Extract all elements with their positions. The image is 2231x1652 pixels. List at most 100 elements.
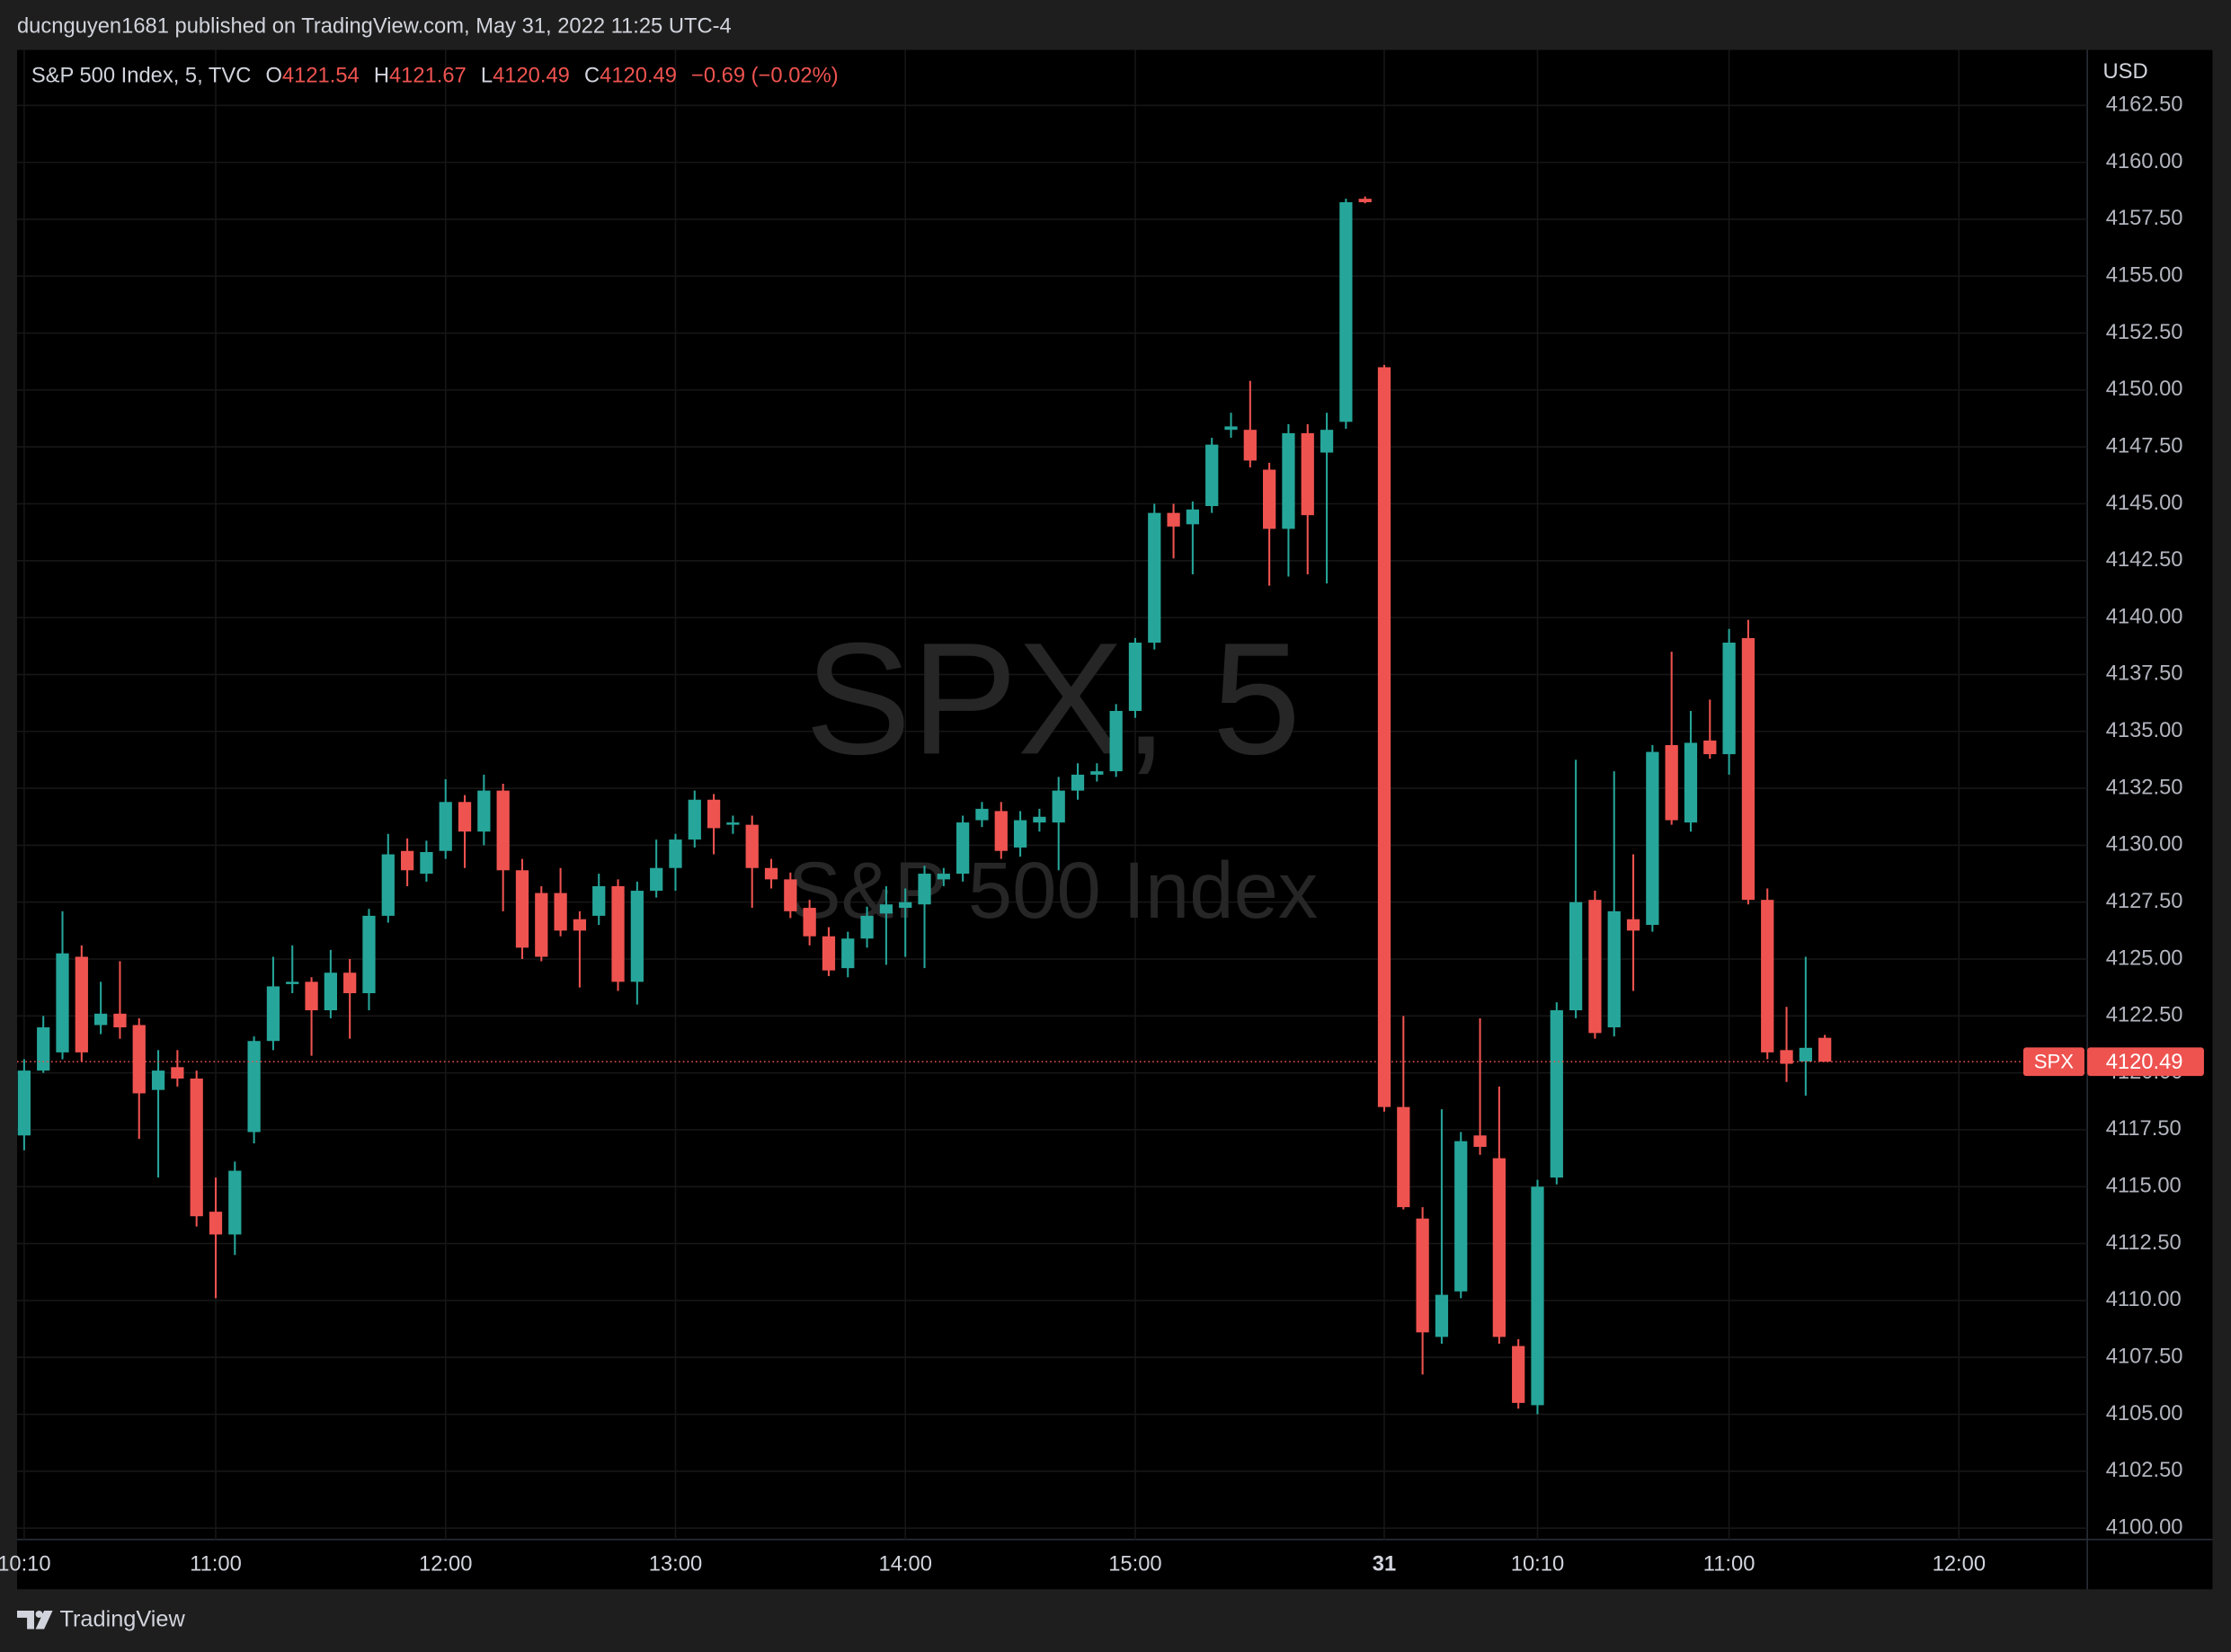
logo-mark: [35, 1610, 53, 1630]
y-tick-label: 4140.00: [2106, 605, 2183, 628]
logo-mark: [16, 1610, 34, 1630]
y-tick-label: 4122.50: [2106, 1004, 2183, 1027]
candle-body: [151, 1070, 165, 1090]
y-tick-label: 4137.50: [2106, 662, 2183, 686]
legend-name: S&P 500 Index, 5, TVC: [31, 65, 252, 88]
y-tick-label: 4110.00: [2106, 1288, 2182, 1311]
candle-body: [975, 808, 989, 821]
y-tick-label: 4125.00: [2106, 946, 2183, 970]
candle-body: [381, 854, 395, 916]
candle-body: [1703, 740, 1717, 755]
candle-body: [1109, 710, 1123, 772]
candle-body: [1397, 1106, 1410, 1208]
x-tick-label: 11:00: [1703, 1553, 1755, 1577]
footer-logo: [16, 1610, 53, 1630]
candle-body: [1013, 820, 1027, 848]
price-tag-label: 4120.49: [2106, 1051, 2183, 1074]
x-tick-label: 14:00: [879, 1553, 932, 1577]
chart-panel: [16, 49, 2213, 1590]
watermark: SPX, 5 S&P 500 Index: [788, 609, 1319, 934]
candle-body: [1339, 201, 1353, 422]
y-tick-label: 4147.50: [2106, 434, 2183, 457]
candle-body: [362, 915, 376, 994]
y-tick-label: 4100.00: [2106, 1515, 2183, 1539]
logo-dot: [35, 1610, 43, 1618]
candle-body: [1473, 1135, 1487, 1147]
symbol-tag-label: SPX: [2034, 1051, 2075, 1073]
candle-body: [1205, 444, 1219, 507]
candle-body: [1148, 512, 1161, 644]
x-tick-label: 11:00: [190, 1553, 242, 1577]
y-tick-label: 4127.50: [2106, 890, 2183, 913]
candle-body: [1607, 910, 1621, 1028]
y-tick-label: 4157.50: [2106, 207, 2183, 230]
candle-body: [879, 904, 893, 914]
y-tick-label: 4142.50: [2106, 548, 2183, 572]
legend-change: −0.69 (−0.02%): [691, 65, 839, 88]
candle-body: [1531, 1186, 1544, 1406]
candle-body: [1282, 433, 1295, 529]
y-tick-label: 4132.50: [2106, 776, 2183, 799]
candle-body: [956, 822, 970, 875]
candle-body: [650, 867, 663, 892]
candle-body: [918, 874, 931, 905]
candle-body: [899, 901, 912, 909]
footer: TradingView: [59, 1607, 185, 1632]
candle-body: [496, 790, 510, 871]
candle-body: [17, 1070, 31, 1136]
x-tick-label: 13:00: [649, 1553, 702, 1577]
x-tick-label: 12:00: [419, 1553, 472, 1577]
candle-body: [1377, 367, 1391, 1107]
candle-body: [305, 981, 318, 1011]
candle-body: [420, 851, 433, 875]
candle-body: [688, 799, 701, 840]
candle-body: [803, 908, 816, 937]
candle-body: [477, 790, 491, 832]
candle-body: [1626, 919, 1640, 931]
candle-body: [1128, 643, 1142, 711]
candle-body: [1761, 900, 1774, 1052]
x-tick-label: 10:10: [0, 1553, 51, 1577]
candle-body: [458, 802, 472, 832]
candle-body: [573, 919, 587, 931]
candle-body: [37, 1027, 50, 1071]
candle-body: [1052, 790, 1065, 823]
candle-body: [1492, 1158, 1506, 1337]
candle-body: [1435, 1294, 1449, 1337]
candle-body: [266, 986, 280, 1042]
y-tick-label: 4135.00: [2106, 719, 2183, 742]
candle-body: [1090, 771, 1104, 775]
candle-body: [784, 879, 797, 911]
y-tick-label: 4102.50: [2106, 1459, 2183, 1482]
candle-body: [1550, 1010, 1563, 1178]
candle-body: [113, 1013, 127, 1028]
y-tick-label: 4117.50: [2106, 1117, 2182, 1141]
y-tick-label: 4105.00: [2106, 1402, 2183, 1426]
candle-body: [1033, 816, 1046, 823]
candle-body: [56, 953, 69, 1052]
x-tick-label: 12:00: [1933, 1553, 1986, 1577]
y-tick-label: 4150.00: [2106, 377, 2183, 401]
candle-body: [611, 885, 625, 982]
candle-body: [1263, 469, 1276, 529]
header: ducnguyen1681 published on TradingView.c…: [17, 14, 732, 38]
x-tick-label: 31: [1373, 1553, 1396, 1577]
watermark-name: S&P 500 Index: [788, 846, 1319, 935]
legend-label: L: [481, 65, 493, 88]
candle-body: [1071, 774, 1085, 791]
candle-body: [841, 938, 855, 969]
candle-body: [745, 824, 759, 868]
x-tick-label: 15:00: [1108, 1553, 1161, 1577]
x-tick-label: 10:10: [1511, 1553, 1564, 1577]
candle-body: [1243, 430, 1257, 461]
candle-body: [209, 1212, 223, 1235]
candle-body: [1569, 901, 1583, 1011]
candle-body: [1416, 1218, 1429, 1333]
legend: S&P 500 Index, 5, TVC O4121.54 H4121.67 …: [31, 65, 839, 88]
candle-body: [1224, 426, 1238, 431]
legend-label: C: [584, 65, 600, 88]
y-tick-label: 4145.00: [2106, 492, 2183, 515]
candle-body: [171, 1067, 184, 1079]
